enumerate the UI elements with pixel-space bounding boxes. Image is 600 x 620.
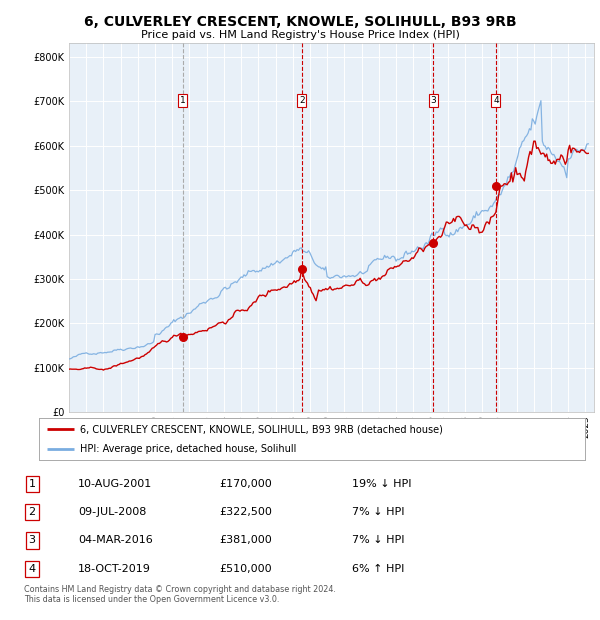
Text: 04-MAR-2016: 04-MAR-2016 — [78, 536, 153, 546]
Text: 4: 4 — [493, 96, 499, 105]
Text: 10-AUG-2001: 10-AUG-2001 — [78, 479, 152, 489]
Text: 7% ↓ HPI: 7% ↓ HPI — [352, 536, 404, 546]
Text: 6, CULVERLEY CRESCENT, KNOWLE, SOLIHULL, B93 9RB: 6, CULVERLEY CRESCENT, KNOWLE, SOLIHULL,… — [83, 16, 517, 30]
Text: 4: 4 — [29, 564, 36, 574]
Text: 1: 1 — [180, 96, 185, 105]
Text: Contains HM Land Registry data © Crown copyright and database right 2024.
This d: Contains HM Land Registry data © Crown c… — [24, 585, 336, 604]
Text: 7% ↓ HPI: 7% ↓ HPI — [352, 507, 404, 517]
Text: 3: 3 — [29, 536, 35, 546]
Text: 3: 3 — [431, 96, 436, 105]
Text: 1: 1 — [29, 479, 35, 489]
Text: £170,000: £170,000 — [220, 479, 272, 489]
Text: £322,500: £322,500 — [220, 507, 272, 517]
Text: 18-OCT-2019: 18-OCT-2019 — [78, 564, 151, 574]
Text: 6, CULVERLEY CRESCENT, KNOWLE, SOLIHULL, B93 9RB (detached house): 6, CULVERLEY CRESCENT, KNOWLE, SOLIHULL,… — [80, 424, 443, 434]
Text: 2: 2 — [299, 96, 305, 105]
Text: Price paid vs. HM Land Registry's House Price Index (HPI): Price paid vs. HM Land Registry's House … — [140, 30, 460, 40]
Text: 19% ↓ HPI: 19% ↓ HPI — [352, 479, 412, 489]
Text: 2: 2 — [29, 507, 36, 517]
Text: 6% ↑ HPI: 6% ↑ HPI — [352, 564, 404, 574]
Text: £381,000: £381,000 — [220, 536, 272, 546]
Text: £510,000: £510,000 — [220, 564, 272, 574]
Text: 09-JUL-2008: 09-JUL-2008 — [78, 507, 146, 517]
Text: HPI: Average price, detached house, Solihull: HPI: Average price, detached house, Soli… — [80, 445, 296, 454]
